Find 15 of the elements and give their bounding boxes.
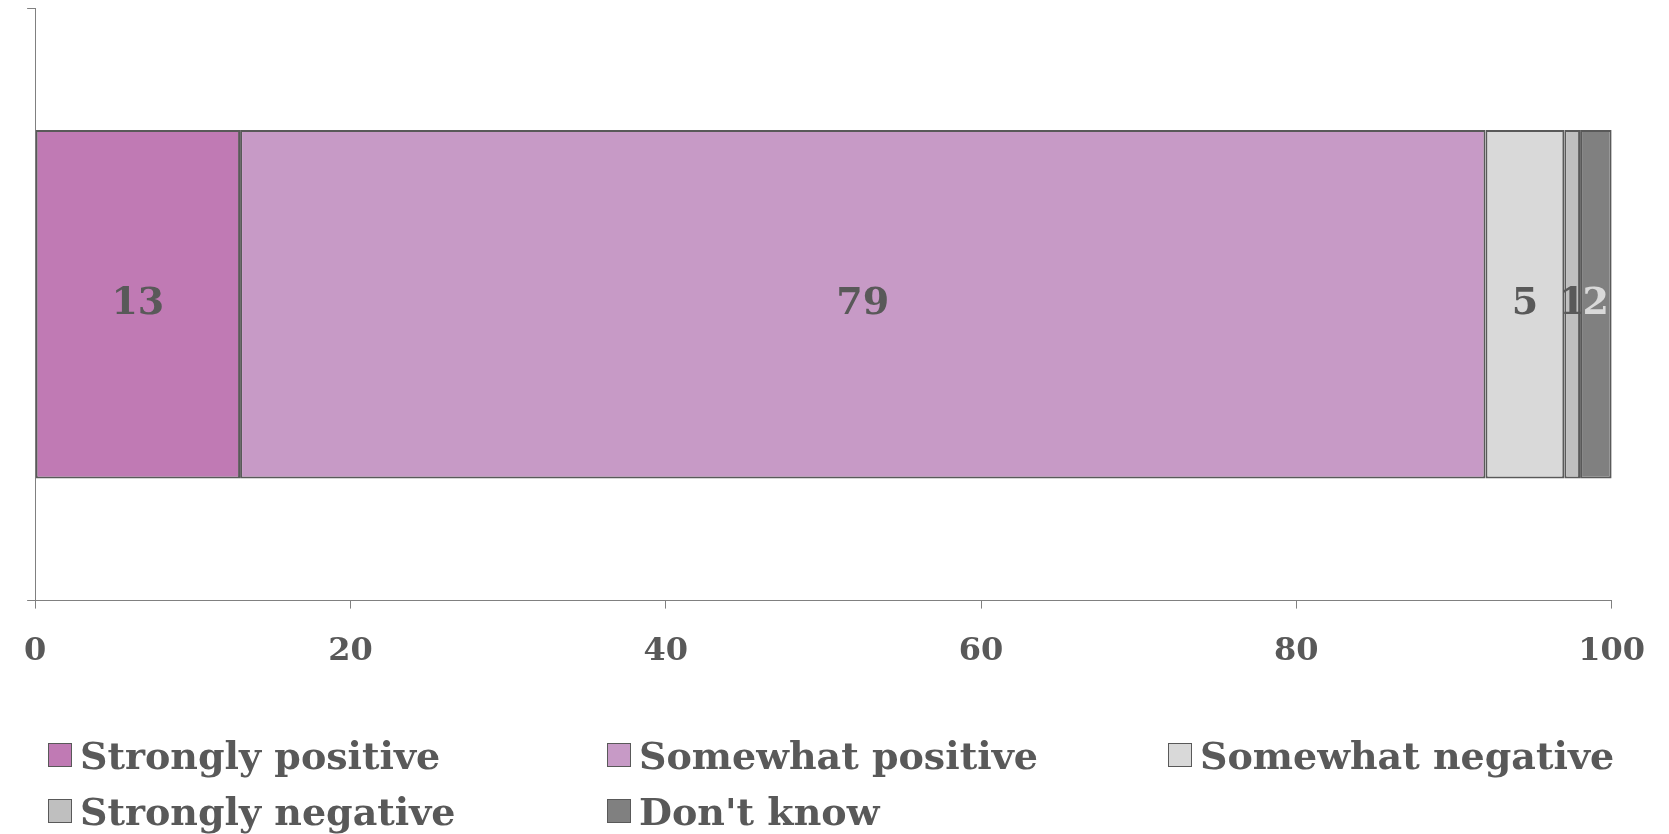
x-tick-label: 60 bbox=[958, 630, 1004, 669]
x-tick-label: 20 bbox=[328, 630, 373, 669]
x-tick-label: 100 bbox=[1578, 630, 1645, 669]
legend-label: Don't know bbox=[639, 788, 880, 834]
legend-label: Somewhat negative bbox=[1200, 732, 1615, 778]
x-tick-label: 80 bbox=[1274, 630, 1319, 669]
data-label: 5 bbox=[1511, 278, 1539, 324]
data-label: 2 bbox=[1582, 278, 1610, 324]
legend-label: Somewhat positive bbox=[639, 732, 1038, 778]
x-tick-label: 40 bbox=[643, 630, 688, 669]
x-tick-label: 0 bbox=[24, 630, 47, 669]
legend-label: Strongly positive bbox=[80, 732, 441, 778]
legend-label: Strongly negative bbox=[80, 788, 456, 834]
data-label: 13 bbox=[111, 278, 165, 324]
data-label: 79 bbox=[836, 278, 890, 324]
